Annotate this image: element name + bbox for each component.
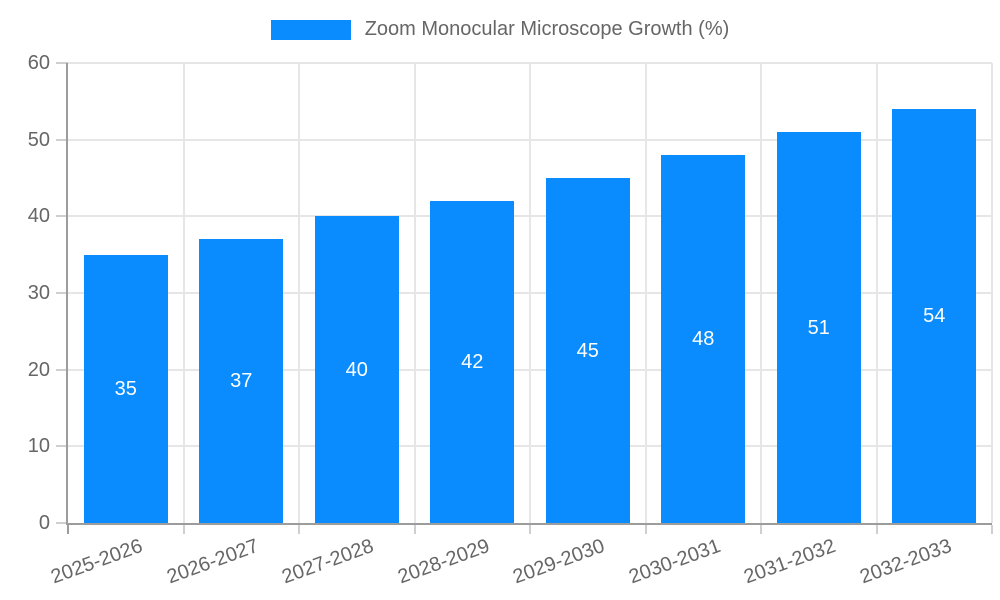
y-axis-line xyxy=(66,63,68,525)
y-tick-mark xyxy=(56,292,68,294)
bar-value-label: 48 xyxy=(692,328,715,350)
legend-item[interactable]: Zoom Monocular Microscope Growth (%) xyxy=(270,18,730,41)
v-gridline xyxy=(644,63,647,523)
legend: Zoom Monocular Microscope Growth (%) xyxy=(0,18,1000,41)
bar-value-label: 54 xyxy=(923,305,946,327)
x-tick-label: 2025-2026 xyxy=(48,534,146,589)
x-axis-line xyxy=(66,523,992,525)
v-gridline xyxy=(298,63,300,523)
legend-swatch xyxy=(270,19,351,40)
bar-value-label: 37 xyxy=(230,370,253,393)
y-tick-mark xyxy=(56,62,68,64)
y-tick-mark xyxy=(56,215,68,218)
v-gridline xyxy=(182,63,185,523)
y-tick-label: 0 xyxy=(38,512,50,534)
bar[interactable]: 45 xyxy=(545,178,630,523)
v-gridline xyxy=(529,63,531,523)
x-tick-label: 2030-2031 xyxy=(625,534,724,589)
v-gridline xyxy=(760,63,762,523)
bar-value-label: 45 xyxy=(576,339,599,362)
y-tick-label: 60 xyxy=(27,52,50,74)
x-tick-mark xyxy=(298,525,300,534)
y-tick-label: 20 xyxy=(27,358,50,381)
y-tick-mark xyxy=(56,522,68,524)
y-tick-label: 10 xyxy=(27,435,50,458)
y-tick-mark xyxy=(56,445,68,448)
bar-value-label: 42 xyxy=(461,351,484,373)
x-tick-mark xyxy=(67,525,69,534)
x-tick-mark xyxy=(182,525,185,534)
bar-value-label: 40 xyxy=(345,358,368,381)
v-gridline xyxy=(991,63,993,523)
bar[interactable]: 35 xyxy=(83,254,168,523)
x-tick-mark xyxy=(760,525,762,534)
x-tick-label: 2026-2027 xyxy=(163,534,262,589)
bar-value-label: 35 xyxy=(114,377,137,400)
y-tick-label: 30 xyxy=(27,282,50,304)
x-tick-mark xyxy=(529,525,531,534)
v-gridline xyxy=(875,63,878,523)
bar[interactable]: 51 xyxy=(776,132,861,523)
bar[interactable]: 48 xyxy=(661,155,746,523)
x-tick-mark xyxy=(991,525,993,534)
x-tick-label: 2029-2030 xyxy=(510,534,608,589)
bar[interactable]: 37 xyxy=(199,239,284,523)
x-tick-label: 2031-2032 xyxy=(741,534,839,589)
y-tick-mark xyxy=(56,138,68,141)
x-tick-mark xyxy=(413,525,416,534)
legend-label: Zoom Monocular Microscope Growth (%) xyxy=(364,18,730,40)
y-tick-label: 40 xyxy=(27,205,50,228)
bar[interactable]: 54 xyxy=(892,109,977,523)
x-tick-mark xyxy=(644,525,647,534)
v-gridline xyxy=(413,63,416,523)
x-tick-label: 2032-2033 xyxy=(856,534,955,589)
bar[interactable]: 40 xyxy=(314,216,399,523)
y-tick-label: 50 xyxy=(27,128,50,151)
bar[interactable]: 42 xyxy=(430,201,515,523)
bar-value-label: 51 xyxy=(807,316,830,339)
x-tick-label: 2028-2029 xyxy=(394,534,493,589)
y-tick-mark xyxy=(56,368,68,371)
x-tick-mark xyxy=(875,525,878,534)
x-tick-label: 2027-2028 xyxy=(279,534,377,589)
